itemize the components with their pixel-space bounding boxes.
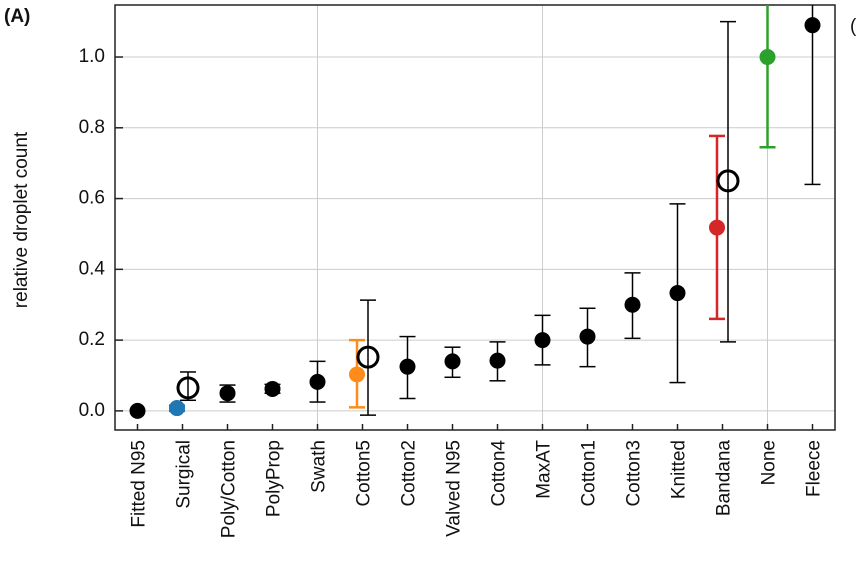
- x-tick-label: Poly/Cotton: [219, 440, 240, 538]
- y-tick-label: 0.4: [79, 258, 106, 279]
- point: [709, 219, 725, 236]
- x-tick-label: Fitted N95: [129, 440, 150, 528]
- x-tick-label: Fleece: [804, 440, 825, 497]
- y-tick-label: 0.6: [79, 188, 105, 209]
- point: [444, 353, 461, 370]
- y-tick-label: 0.0: [79, 400, 105, 421]
- point: [309, 373, 326, 390]
- point: [489, 352, 506, 369]
- point: [169, 400, 185, 417]
- open-point: [356, 345, 380, 369]
- point: [399, 358, 416, 375]
- point: [264, 380, 281, 397]
- point: [669, 285, 686, 302]
- x-tick-label: Cotton2: [399, 440, 420, 507]
- open-point: [176, 376, 200, 400]
- x-tick-label: Swath: [309, 440, 330, 493]
- plot-frame: [114, 4, 836, 431]
- y-tick-label: 1.0: [79, 46, 105, 67]
- y-tick-label: 0.8: [79, 117, 105, 138]
- x-tick-label: Valved N95: [444, 440, 465, 537]
- point: [349, 366, 365, 383]
- x-tick-label: Cotton4: [489, 440, 510, 507]
- x-tick-label: PolyProp: [264, 440, 285, 517]
- point: [624, 296, 641, 313]
- point: [219, 385, 236, 402]
- open-point: [716, 169, 740, 193]
- x-tick-label: Surgical: [174, 440, 195, 509]
- point: [759, 49, 776, 66]
- y-axis-label: relative droplet count: [11, 131, 32, 308]
- x-tick-label: Bandana: [714, 440, 735, 517]
- x-tick-label: Cotton3: [624, 440, 645, 507]
- point: [534, 332, 551, 349]
- x-tick-label: Cotton5: [354, 440, 375, 507]
- point: [804, 17, 821, 34]
- x-tick-label: None: [759, 440, 780, 485]
- y-tick-label: 0.2: [79, 329, 105, 350]
- x-tick-label: Knitted: [669, 440, 690, 499]
- x-tick-label: MaxAT: [534, 440, 555, 499]
- point: [129, 402, 146, 419]
- panel-label: (A): [4, 6, 30, 27]
- x-tick-label: Cotton1: [579, 440, 600, 507]
- plot-area: [129, 5, 821, 419]
- point: [579, 328, 596, 345]
- next-panel-label: (: [850, 16, 857, 37]
